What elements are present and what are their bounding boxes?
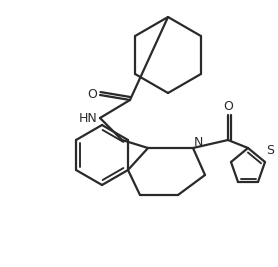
Text: HN: HN [79,112,97,124]
Text: N: N [193,136,203,150]
Text: O: O [87,88,97,101]
Text: S: S [266,143,274,156]
Text: O: O [223,100,233,113]
